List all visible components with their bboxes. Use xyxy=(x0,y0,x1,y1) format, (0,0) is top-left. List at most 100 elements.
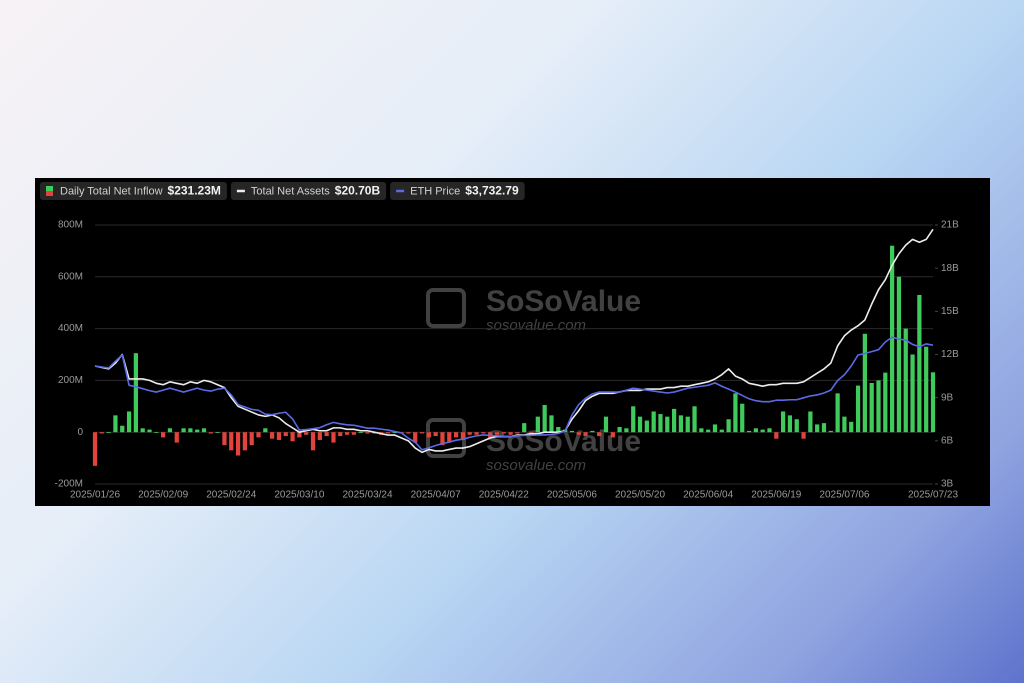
y2-tick-label: 12B xyxy=(941,349,959,360)
bar xyxy=(801,432,806,439)
bar xyxy=(338,432,343,437)
bar xyxy=(903,328,908,433)
bar xyxy=(276,432,282,440)
bar xyxy=(869,382,874,433)
bar xyxy=(855,385,861,433)
bar xyxy=(746,430,752,433)
bar xyxy=(685,416,690,433)
bar xyxy=(583,432,588,437)
bar xyxy=(678,415,684,433)
y2-tick-label: 9B xyxy=(941,392,954,403)
bar xyxy=(208,432,213,434)
bar xyxy=(494,432,500,435)
bar xyxy=(460,432,466,440)
bar xyxy=(508,432,513,435)
x-tick-label: 2025/04/22 xyxy=(479,490,529,501)
y-tick-label: 400M xyxy=(58,323,83,334)
bar xyxy=(297,432,302,438)
bar xyxy=(270,432,275,439)
legend-value: $20.70B xyxy=(335,184,381,198)
bar xyxy=(794,419,799,433)
bar xyxy=(501,432,506,434)
bar xyxy=(147,429,152,433)
bar xyxy=(358,432,363,433)
bar xyxy=(849,421,854,433)
bar xyxy=(242,432,247,451)
bar xyxy=(706,429,711,433)
bar xyxy=(426,432,431,438)
bar xyxy=(576,432,581,435)
bar xyxy=(331,432,336,443)
x-tick-label: 2025/07/06 xyxy=(819,490,869,501)
bar xyxy=(651,411,656,433)
y-tick-label: 600M xyxy=(58,271,83,282)
bar xyxy=(610,432,615,438)
line xyxy=(94,336,934,451)
legend-value: $231.23M xyxy=(168,184,221,198)
watermark-brand: SoSoValue xyxy=(486,285,641,318)
legend-box xyxy=(40,182,227,200)
bar xyxy=(161,432,166,438)
y2-tick-label: 18B xyxy=(941,263,959,274)
bar xyxy=(883,372,888,433)
bar xyxy=(624,428,629,433)
y-tick-label: 200M xyxy=(58,375,83,386)
bar xyxy=(195,429,200,433)
bar xyxy=(154,432,159,433)
bar xyxy=(106,432,111,433)
bar xyxy=(256,432,261,438)
legend-item: ETH Price $3,732.79 xyxy=(390,182,525,200)
bar xyxy=(767,428,772,433)
x-tick-label: 2025/04/07 xyxy=(411,490,461,501)
bar xyxy=(440,432,445,446)
bar xyxy=(413,432,418,443)
bar xyxy=(787,415,793,433)
bar xyxy=(167,428,173,433)
legend-name: Total Net Assets xyxy=(251,185,330,197)
watermark-site: sosovalue.com xyxy=(486,317,586,334)
bar xyxy=(569,430,575,433)
bar xyxy=(556,427,561,433)
bar xyxy=(910,354,915,433)
bar xyxy=(92,432,98,466)
y2-tick-label: 15B xyxy=(941,306,959,317)
bar xyxy=(815,424,820,433)
bar xyxy=(113,415,118,433)
bar xyxy=(637,416,643,433)
watermark: SoSoValue sosovalue.com SoSoValue sosova… xyxy=(426,285,641,474)
bar xyxy=(781,411,786,433)
bar xyxy=(304,432,309,435)
bar xyxy=(726,419,731,433)
bar xyxy=(712,424,718,433)
bar xyxy=(433,432,438,437)
bar xyxy=(263,428,268,433)
legend-item: Total Net Assets $20.70B xyxy=(230,182,387,200)
x-tick-label: 2025/06/19 xyxy=(751,490,801,501)
bar xyxy=(290,432,295,442)
bar xyxy=(631,406,636,433)
bar xyxy=(597,432,602,437)
bar xyxy=(617,427,622,433)
bar xyxy=(719,429,724,433)
bar xyxy=(774,432,779,439)
bar xyxy=(120,425,125,433)
bar xyxy=(406,432,411,434)
bar xyxy=(821,423,827,433)
x-tick-label: 2025/03/10 xyxy=(274,490,324,501)
bar xyxy=(896,276,902,433)
bar xyxy=(283,432,288,437)
bar xyxy=(692,406,697,433)
bar xyxy=(310,432,316,451)
bar xyxy=(99,432,104,434)
x-tick-label: 2025/03/24 xyxy=(342,490,392,501)
bar xyxy=(924,346,929,433)
legend-name: ETH Price xyxy=(410,185,460,197)
bar xyxy=(644,420,649,433)
bar xyxy=(467,432,472,435)
bar xyxy=(324,432,329,437)
bar xyxy=(201,428,207,433)
bar xyxy=(658,414,663,433)
bar xyxy=(671,408,677,433)
bar xyxy=(474,432,479,435)
